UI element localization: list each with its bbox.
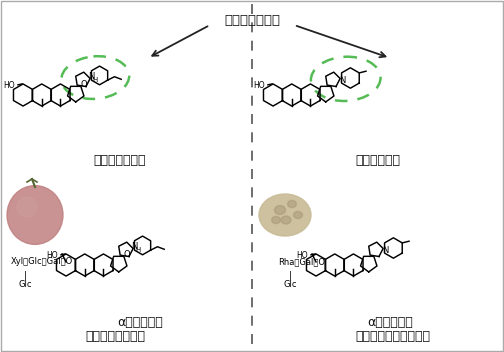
- Text: 環構造が異なる: 環構造が異なる: [224, 14, 280, 27]
- Text: Glc: Glc: [283, 280, 297, 289]
- Text: HO: HO: [3, 81, 15, 90]
- Ellipse shape: [294, 212, 302, 219]
- Ellipse shape: [281, 216, 291, 224]
- Text: H: H: [93, 77, 98, 83]
- Text: H: H: [136, 247, 141, 253]
- Text: HO: HO: [253, 81, 265, 90]
- Text: トマトに含まれる: トマトに含まれる: [85, 329, 145, 342]
- Text: |: |: [289, 271, 291, 280]
- Ellipse shape: [7, 186, 63, 244]
- Text: N: N: [131, 242, 137, 251]
- Ellipse shape: [17, 197, 37, 217]
- Text: ソラニダン型: ソラニダン型: [355, 153, 401, 166]
- Text: |: |: [24, 271, 27, 280]
- Text: スピロソラン型: スピロソラン型: [94, 153, 146, 166]
- Text: N: N: [340, 76, 346, 85]
- Ellipse shape: [275, 206, 285, 214]
- Text: Xyl－Glc－Gal－O: Xyl－Glc－Gal－O: [11, 257, 73, 266]
- Text: ジャガイモに含まれる: ジャガイモに含まれる: [355, 329, 430, 342]
- Text: O: O: [123, 250, 130, 259]
- Ellipse shape: [272, 216, 280, 224]
- Text: O: O: [80, 80, 87, 89]
- Text: HO: HO: [296, 251, 307, 260]
- Text: α－トマチン: α－トマチン: [117, 315, 163, 328]
- Text: Glc: Glc: [18, 280, 32, 289]
- Text: Rha－Gal－O: Rha－Gal－O: [278, 257, 325, 266]
- Text: N: N: [88, 72, 94, 81]
- Text: N: N: [383, 246, 389, 255]
- Ellipse shape: [288, 200, 296, 208]
- Text: HO: HO: [46, 251, 57, 260]
- Text: α－ソラニン: α－ソラニン: [367, 315, 413, 328]
- Ellipse shape: [259, 194, 311, 236]
